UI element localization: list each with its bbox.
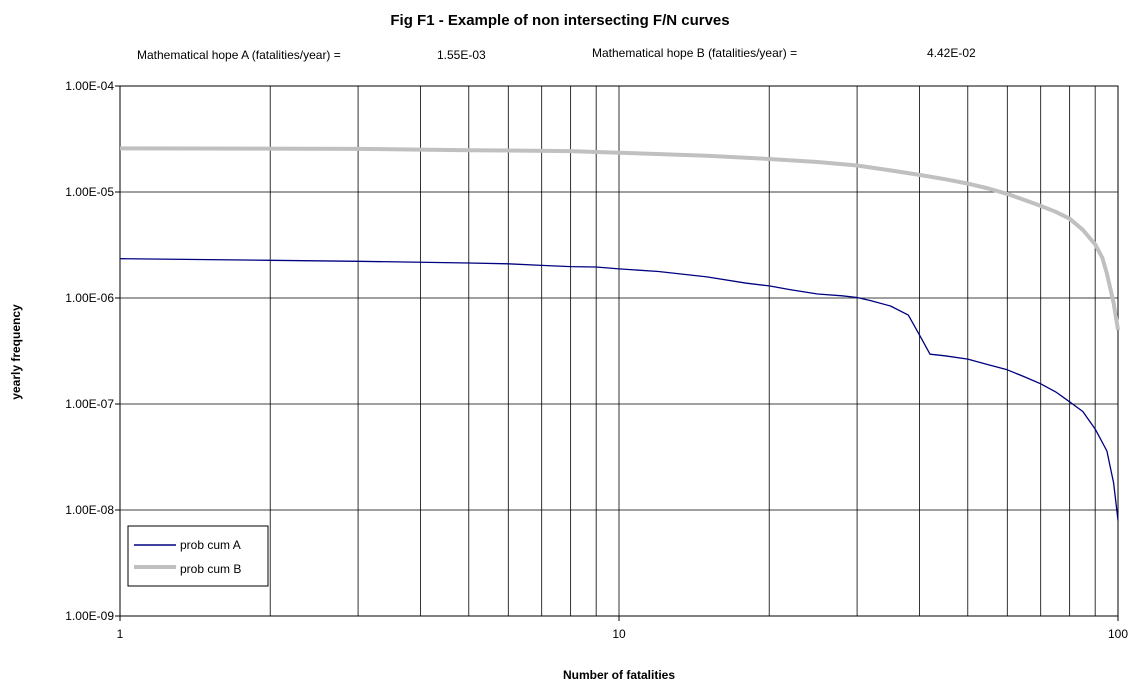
y-tick-label: 1.00E-09	[65, 609, 114, 623]
hope-b-label: Mathematical hope B (fatalities/year) =	[592, 46, 797, 60]
legend: prob cum A prob cum B	[127, 525, 269, 587]
y-tick-label: 1.00E-08	[65, 503, 114, 517]
legend-box	[127, 525, 269, 587]
gridlines	[120, 85, 1118, 617]
y-tick-label: 1.00E-06	[65, 291, 114, 305]
legend-label-prob-cum-b: prob cum B	[180, 562, 241, 576]
tick-labels: 1.00E-09 1.00E-08 1.00E-07 1.00E-06 1.00E-05…	[65, 79, 1128, 641]
y-axis-title: yearly frequency	[9, 304, 23, 400]
legend-label-prob-cum-a: prob cum A	[180, 538, 241, 552]
series-lines	[119, 146, 1120, 521]
chart-title: Fig F1 - Example of non intersecting F/N…	[390, 12, 729, 29]
x-tick-label: 10	[612, 627, 626, 641]
series-line-prob-cum-a	[119, 258, 1119, 521]
y-tick-label: 1.00E-04	[65, 79, 114, 93]
y-tick-label: 1.00E-05	[65, 185, 114, 199]
x-tick-label: 100	[1108, 627, 1128, 641]
hope-b-value: 4.42E-02	[927, 46, 976, 60]
x-axis-title: Number of fatalities	[563, 668, 675, 682]
axes	[115, 85, 1119, 621]
hope-a-label: Mathematical hope A (fatalities/year) =	[137, 48, 341, 62]
x-tick-label: 1	[117, 627, 124, 641]
hope-a-value: 1.55E-03	[437, 48, 486, 62]
y-tick-label: 1.00E-07	[65, 397, 114, 411]
series-line-prob-cum-b	[119, 146, 1120, 331]
